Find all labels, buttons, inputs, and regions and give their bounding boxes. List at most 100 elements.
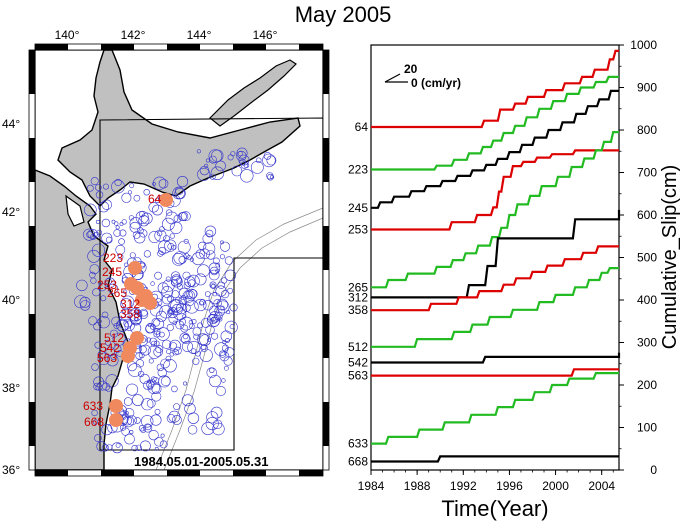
seismicity-circle xyxy=(129,217,142,230)
seismicity-circle xyxy=(208,155,217,164)
seismicity-circle xyxy=(135,444,142,451)
x-tick-label: 1992 xyxy=(450,479,477,493)
seismicity-circle xyxy=(171,252,185,266)
seismicity-circle xyxy=(209,374,222,388)
seismicity-circle xyxy=(181,334,191,344)
seismicity-circle xyxy=(206,411,219,424)
seismicity-circle xyxy=(171,415,182,425)
series-start-label: 64 xyxy=(355,120,369,134)
seismicity-circle xyxy=(163,235,171,243)
seismicity-circle xyxy=(123,397,133,406)
seismicity-circle xyxy=(184,296,195,307)
seismicity-circle xyxy=(182,303,191,312)
seismicity-circle xyxy=(119,222,124,226)
seismicity-circle xyxy=(122,307,130,315)
seismicity-circle xyxy=(121,427,130,436)
seismicity-circle xyxy=(146,337,152,343)
slip-series-265 xyxy=(371,131,619,289)
seismicity-circle xyxy=(231,165,243,177)
seismicity-circle xyxy=(101,199,113,210)
seismicity-circle xyxy=(139,373,150,385)
seismicity-circle xyxy=(105,278,112,285)
seismicity-circle xyxy=(135,352,143,360)
seismicity-circle xyxy=(87,249,101,263)
date-range-label: 1984.05.01-2005.05.31 xyxy=(134,454,268,469)
seismicity-circle xyxy=(128,215,134,221)
seismicity-circle xyxy=(210,166,225,180)
seismicity-circle xyxy=(86,184,94,192)
seismicity-circle xyxy=(79,300,91,311)
seismicity-circle xyxy=(96,318,102,324)
seismicity-circle xyxy=(148,430,159,441)
event-dot xyxy=(143,296,157,310)
seismicity-circle xyxy=(159,226,165,232)
lon-tick-140: 140° xyxy=(55,28,80,42)
seismicity-circle xyxy=(113,344,122,353)
seismicity-circle xyxy=(101,218,111,228)
x-tick-label: 2004 xyxy=(588,479,615,493)
seismicity-circle xyxy=(126,383,139,396)
seismicity-circle xyxy=(151,204,163,216)
seismicity-circle xyxy=(180,294,186,300)
seismicity-circle xyxy=(83,228,96,241)
lat-tick-42: 42° xyxy=(2,205,20,219)
slip-series-312 xyxy=(371,209,621,299)
seismicity-circle xyxy=(237,151,243,157)
seismicity-circle xyxy=(139,440,151,452)
seismicity-circle xyxy=(166,349,172,355)
event-label: 265 xyxy=(107,286,127,300)
seismicity-circle xyxy=(90,277,97,284)
seismicity-circle xyxy=(143,189,150,196)
seismicity-circle xyxy=(182,333,189,340)
seismicity-circle xyxy=(188,320,193,325)
seismicity-circle xyxy=(266,172,274,180)
seismicity-circle xyxy=(186,288,197,300)
event-label: 223 xyxy=(103,251,123,265)
seismicity-circle xyxy=(211,332,219,340)
seismicity-circle xyxy=(236,147,248,159)
seismicity-circle xyxy=(210,406,223,419)
scale-legend-value: 20 xyxy=(404,62,418,76)
seismicity-circle xyxy=(175,296,182,304)
y-tick-label: 300 xyxy=(637,336,657,350)
scale-legend: 20 0 (cm/yr) xyxy=(384,62,461,90)
seismicity-circle xyxy=(191,252,205,266)
seismicity-circle xyxy=(136,310,141,314)
y-tick-label: 800 xyxy=(637,123,657,137)
seismicity-circle xyxy=(217,281,225,289)
seismicity-circle xyxy=(153,347,163,357)
seismicity-circle xyxy=(199,348,213,362)
seismicity-circle xyxy=(169,339,181,352)
seismicity-circle xyxy=(204,225,217,238)
seismicity-circle xyxy=(163,359,177,373)
seismicity-circle xyxy=(216,298,229,311)
seismicity-circle xyxy=(171,303,183,315)
seismicity-circle xyxy=(263,152,272,160)
event-dot xyxy=(109,413,123,427)
slip-series-542 xyxy=(371,352,621,364)
seismicity-circle xyxy=(269,175,275,180)
seismicity-circle xyxy=(171,290,180,299)
seismicity-circle xyxy=(173,251,187,265)
seismicity-circle xyxy=(147,345,162,359)
seismicity-circle xyxy=(101,424,113,436)
series-start-label: 253 xyxy=(348,222,368,236)
seismicity-circle xyxy=(209,173,216,180)
seismicity-circle xyxy=(197,322,203,329)
seismicity-circle xyxy=(145,324,154,334)
seismicity-circle xyxy=(184,290,193,300)
tsugaru-bay xyxy=(65,194,85,227)
seismicity-circle xyxy=(96,441,107,452)
y-tick-label: 900 xyxy=(637,81,657,95)
seismicity-circle xyxy=(162,339,172,349)
seismicity-circle xyxy=(158,247,167,256)
seismicity-circle xyxy=(208,269,220,281)
seismicity-circle xyxy=(166,323,174,332)
seismicity-circle xyxy=(183,238,189,244)
trench-contour-1 xyxy=(155,207,323,470)
seismicity-circle xyxy=(177,212,187,221)
seismicity-circle xyxy=(194,298,207,312)
x-tick-label: 1996 xyxy=(496,479,523,493)
seismicity-circle xyxy=(106,354,119,367)
seismicity-circle xyxy=(107,283,119,294)
